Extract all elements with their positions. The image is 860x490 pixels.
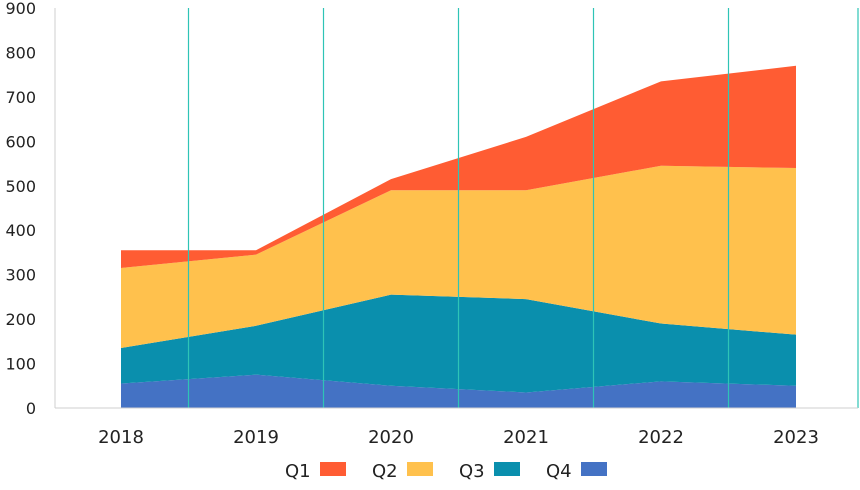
y-tick-label: 300 [5,266,36,285]
y-tick-label: 600 [5,132,36,151]
y-tick-label: 400 [5,221,36,240]
x-tick-label: 2018 [98,427,144,448]
legend-swatch [320,462,346,476]
legend-swatch [407,462,433,476]
y-axis: 0 100 200 300 400 500 600 700 800 900 [5,0,56,418]
legend-label: Q1 [285,461,311,482]
legend-label: Q2 [372,461,398,482]
plot-area [121,8,859,408]
legend-label: Q3 [459,461,485,482]
y-tick-label: 700 [5,88,36,107]
y-tick-label: 0 [26,399,36,418]
x-tick-label: 2020 [368,427,414,448]
legend-swatch [494,462,520,476]
legend-swatch [581,462,607,476]
y-tick-label: 800 [5,43,36,62]
legend: Q1 Q2 Q3 Q4 [285,461,607,482]
x-axis: 2018 2019 2020 2021 2022 2023 [55,407,858,448]
y-tick-label: 500 [5,177,36,196]
y-tick-label: 900 [5,0,36,18]
legend-item-q2: Q2 [372,461,433,482]
y-tick-label: 100 [5,355,36,374]
x-tick-label: 2023 [773,427,819,448]
legend-item-q4: Q4 [546,461,607,482]
y-tick-label: 200 [5,310,36,329]
legend-item-q1: Q1 [285,461,346,482]
x-tick-label: 2022 [638,427,684,448]
x-tick-label: 2019 [233,427,279,448]
x-tick-label: 2021 [503,427,549,448]
legend-item-q3: Q3 [459,461,520,482]
legend-label: Q4 [546,461,572,482]
